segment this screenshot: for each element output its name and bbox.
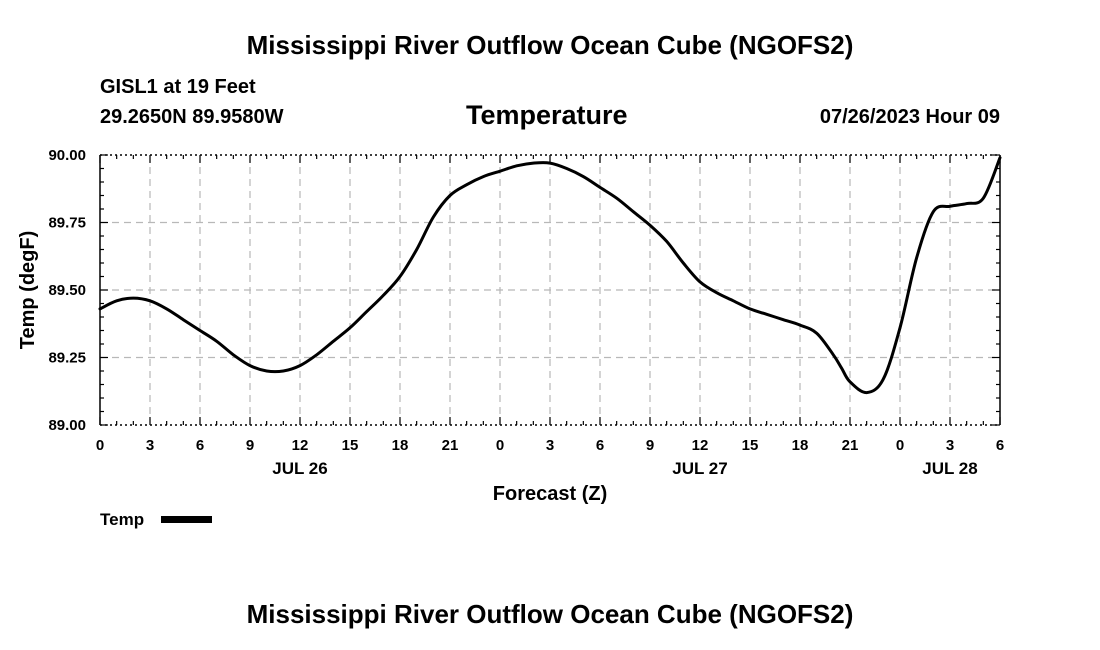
legend-line-swatch bbox=[161, 516, 212, 523]
chart-title: Temperature bbox=[466, 100, 628, 130]
x-tick-label: 18 bbox=[392, 437, 409, 454]
grid bbox=[100, 155, 1000, 425]
x-tick-label: 9 bbox=[246, 437, 254, 454]
legend-label: Temp bbox=[100, 510, 145, 529]
x-tick-label: 12 bbox=[292, 437, 309, 454]
tick-labels: 0 3 6 9 12 15 18 21 0 3 6 9 12 15 18 21 0 3 6 JUL 26 JUL 27 J… bbox=[48, 147, 1004, 478]
y-tick-label: 89.25 bbox=[48, 350, 86, 367]
x-tick-label: 15 bbox=[742, 437, 759, 454]
axis-ticks bbox=[99, 154, 1001, 426]
y-axis-label: Temp (degF) bbox=[17, 231, 39, 350]
x-tick-label: 0 bbox=[896, 437, 904, 454]
x-axis-label: Forecast (Z) bbox=[493, 483, 607, 505]
x-tick-label: 0 bbox=[496, 437, 504, 454]
x-tick-label: 0 bbox=[96, 437, 104, 454]
date-label: JUL 26 bbox=[272, 459, 327, 478]
x-tick-label: 3 bbox=[546, 437, 554, 454]
x-tick-label: 9 bbox=[646, 437, 654, 454]
x-tick-label: 15 bbox=[342, 437, 359, 454]
x-tick-label: 3 bbox=[946, 437, 954, 454]
x-tick-label: 6 bbox=[996, 437, 1004, 454]
series bbox=[98, 156, 1002, 395]
x-tick-label: 3 bbox=[146, 437, 154, 454]
date-label: JUL 28 bbox=[922, 459, 977, 478]
y-tick-label: 89.50 bbox=[48, 282, 86, 299]
date-label: JUL 27 bbox=[672, 459, 727, 478]
station-coordinates: 29.2650N 89.9580W bbox=[100, 106, 284, 128]
y-tick-label: 90.00 bbox=[48, 147, 86, 164]
x-tick-label: 6 bbox=[196, 437, 204, 454]
x-tick-label: 21 bbox=[442, 437, 459, 454]
temp-series-line bbox=[98, 156, 1002, 395]
x-tick-label: 18 bbox=[792, 437, 809, 454]
y-tick-label: 89.75 bbox=[48, 215, 86, 232]
page-title: Mississippi River Outflow Ocean Cube (NG… bbox=[246, 30, 854, 60]
y-tick-label: 89.00 bbox=[48, 417, 86, 434]
forecast-datetime: 07/26/2023 Hour 09 bbox=[819, 106, 1000, 128]
x-tick-label: 12 bbox=[692, 437, 709, 454]
next-chart-title: Mississippi River Outflow Ocean Cube (NG… bbox=[246, 599, 854, 629]
x-tick-label: 6 bbox=[596, 437, 604, 454]
station-name: GISL1 at 19 Feet bbox=[100, 76, 256, 98]
x-tick-label: 21 bbox=[842, 437, 859, 454]
